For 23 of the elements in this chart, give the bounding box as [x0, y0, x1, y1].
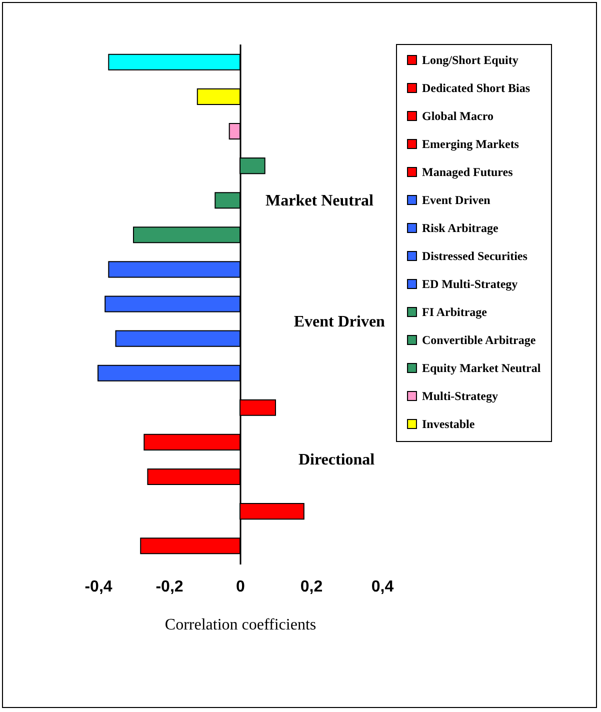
- legend-label: Equity Market Neutral: [422, 361, 542, 375]
- x-tick-label: -0,4: [84, 578, 112, 596]
- legend-label: FI Arbitrage: [422, 305, 488, 319]
- legend-label: Event Driven: [422, 193, 491, 207]
- legend-label: Investable: [422, 417, 476, 431]
- legend-label: ED Multi-Strategy: [422, 277, 518, 291]
- x-axis-title: Correlation coefficients: [164, 616, 316, 634]
- x-tick-label: -0,2: [156, 578, 184, 596]
- legend-label: Long/Short Equity: [422, 53, 518, 67]
- legend-label: Global Macro: [422, 109, 494, 123]
- annotation: Market Neutral: [266, 192, 374, 210]
- legend-label: Managed Futures: [422, 165, 514, 179]
- legend-label: Risk Arbitrage: [422, 221, 500, 235]
- legend-label: Distressed Securities: [422, 249, 528, 263]
- x-tick-label: 0,4: [371, 578, 394, 596]
- annotation: Event Driven: [294, 313, 386, 330]
- legend-label: Emerging Markets: [422, 137, 520, 151]
- legend-label: Dedicated Short Bias: [422, 81, 530, 95]
- annotation: Directional: [298, 451, 376, 468]
- legend-label: Convertible Arbitrage: [422, 333, 536, 347]
- legend-label: Multi-Strategy: [422, 389, 498, 403]
- x-tick-label: 0: [236, 578, 246, 596]
- x-tick-label: 0,2: [300, 578, 323, 596]
